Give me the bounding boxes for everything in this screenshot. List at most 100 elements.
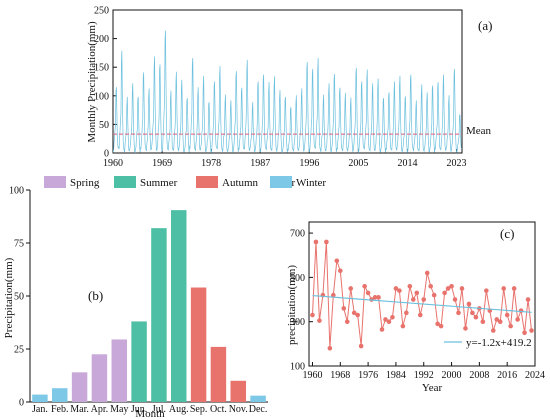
panel-a-x-tick-label: 1987 <box>250 158 270 169</box>
panel-b-bar-feb <box>52 388 68 402</box>
panel-c-point-1998 <box>442 290 447 296</box>
panel-c-point-1966 <box>331 292 336 298</box>
panel-a-y-tick-label: 250 <box>94 6 109 17</box>
panel-c-point-1986 <box>400 323 406 329</box>
panel-a-y-tick-label: 0 <box>104 149 109 160</box>
panel-a-x-tick-label: 1978 <box>201 158 221 169</box>
panel-a-y-tick-label: 150 <box>94 63 109 74</box>
panel-c-point-1992 <box>421 297 427 302</box>
panel-c-point-1978 <box>372 295 378 300</box>
panel-c-point-1967 <box>334 258 340 264</box>
panel-c-point-1994 <box>428 283 433 289</box>
panel-c-point-1972 <box>351 310 357 316</box>
panel-c-point-2007 <box>473 314 479 320</box>
panel-c-x-tick-label: 1976 <box>358 370 378 381</box>
panel-c-point-2003 <box>459 286 465 291</box>
panel-c-frame <box>308 221 536 367</box>
panel-a-x-tick-label: 1969 <box>152 158 172 169</box>
panel-b-x-tick-label: Apr. <box>91 404 109 415</box>
panel-c-series-line <box>311 241 533 349</box>
panel-c-point-1997 <box>438 323 444 329</box>
panel-c-point-2010 <box>484 288 489 293</box>
panel-c-x-tick-label: 1984 <box>386 370 406 381</box>
panel-c-point-2021 <box>522 330 527 336</box>
panel-b-y-tick-label: 50 <box>14 292 24 303</box>
panel-b-legend-label-winter: Winter <box>296 177 326 189</box>
panel-c: (c) precipitation(mm) Year y=-1.2x+419.2… <box>286 221 545 394</box>
panel-a-frame <box>112 9 463 154</box>
panel-c-point-1996 <box>435 321 440 327</box>
panel-c-point-1969 <box>341 306 347 311</box>
panel-c-trend-line <box>312 294 532 313</box>
panel-c-plot-area: 100 300 500 700 1960 1968 1976 1984 1992 2000 2008… <box>290 221 545 381</box>
panel-c-point-1962 <box>317 318 322 323</box>
panel-c-point-1999 <box>445 286 451 291</box>
panel-c-point-1979 <box>376 295 381 300</box>
panel-c-point-1989 <box>411 297 416 302</box>
panel-b-bar-mar <box>71 372 88 402</box>
panel-c-point-1974 <box>358 343 364 349</box>
panel-c-point-1968 <box>337 268 343 274</box>
panel-c-point-2023 <box>529 328 534 333</box>
panel-c-point-1964 <box>324 239 329 245</box>
panel-b-legend-swatch-autumn <box>196 176 218 188</box>
panel-c-point-1976 <box>365 290 371 296</box>
panel-b-x-tick-label: Jun. <box>131 404 147 415</box>
panel-b-x-tick-label: May <box>110 404 128 415</box>
panel-b-x-axis-label: Month <box>135 408 165 420</box>
panel-c-point-1983 <box>390 314 395 320</box>
panel-b-x-tick-label: Dec. <box>249 404 268 415</box>
panel-a-x-tick-label: 1996 <box>299 158 319 169</box>
panel-b-bar-apr <box>91 354 108 402</box>
panel-c-label: (c) <box>500 226 514 241</box>
panel-c-point-2018 <box>511 286 517 291</box>
panel-a-x-tick-label: 2014 <box>397 158 417 169</box>
panel-b-bar-nov <box>230 380 246 402</box>
panel-c-point-1965 <box>327 345 333 351</box>
panel-c-y-tick-label: 500 <box>290 273 305 284</box>
panel-c-point-1973 <box>355 312 360 318</box>
panel-c-point-2012 <box>490 328 496 333</box>
panel-b-x-tick-label: Oct. <box>210 404 227 415</box>
panel-b-x-tick-label: Mar. <box>70 404 89 415</box>
panel-a-y-tick-label: 100 <box>94 91 109 102</box>
panel-a-plot-area: 0 50 100 150 200 250 1960 1969 1978 1987 1996 2005 2… <box>94 6 467 170</box>
panel-b-y-tick-label: 100 <box>9 186 24 197</box>
panel-a-y-tick-label: 200 <box>94 34 109 45</box>
panel-b-bar-sep <box>190 287 207 402</box>
panel-a-y-axis-label: Monthly Precipitation(mm) <box>86 21 98 143</box>
panel-c-point-2022 <box>525 297 531 302</box>
panel-b-legend: Spring Summer Autumn Winter <box>44 176 326 189</box>
panel-c-y-tick-label: 100 <box>290 362 305 373</box>
panel-c-point-1981 <box>383 317 388 322</box>
panel-c-point-1990 <box>414 290 420 296</box>
panel-b-legend-swatch-spring <box>44 176 66 188</box>
panel-a-mean-label: Mean <box>466 125 492 137</box>
panel-c-point-1995 <box>431 292 437 298</box>
panel-c-x-tick-label: 1992 <box>414 370 434 381</box>
panel-b-bar-oct <box>210 346 227 402</box>
panel-b-x-tick-label: Aug. <box>169 404 189 415</box>
panel-c-point-2005 <box>466 301 472 307</box>
panel-c-x-tick-label: 2008 <box>469 370 489 381</box>
panel-a-x-tick-label: 2005 <box>348 158 368 169</box>
panel-c-x-axis-label: Year <box>422 382 443 394</box>
panel-b-plot-area: 0 25 50 75 100 Jan. Feb. Mar. Apr. May Jun. Jul. Aug… <box>9 186 268 415</box>
panel-c-point-2004 <box>463 326 468 331</box>
panel-c-x-tick-label: 1960 <box>302 370 322 381</box>
panel-c-point-1982 <box>386 319 392 324</box>
panel-a-x-tick-label: 2023 <box>447 158 467 169</box>
panel-c-point-2016 <box>504 312 510 318</box>
panel-c-point-2002 <box>456 310 461 316</box>
panel-a: (a) Monthly Precipitation(mm) Year Mean … <box>86 6 492 190</box>
panel-c-point-2009 <box>480 319 486 324</box>
panel-c-point-2001 <box>452 297 458 302</box>
panel-c-point-2013 <box>494 317 500 322</box>
panel-c-point-1984 <box>393 286 399 291</box>
panel-c-point-1971 <box>348 286 354 291</box>
panel-c-point-2017 <box>508 323 513 329</box>
panel-b: (b) Precipitation(mm) Month 0 25 50 75 100 Ja… <box>3 176 326 420</box>
panel-b-bar-jul <box>151 228 167 402</box>
panel-c-point-1970 <box>344 319 350 324</box>
